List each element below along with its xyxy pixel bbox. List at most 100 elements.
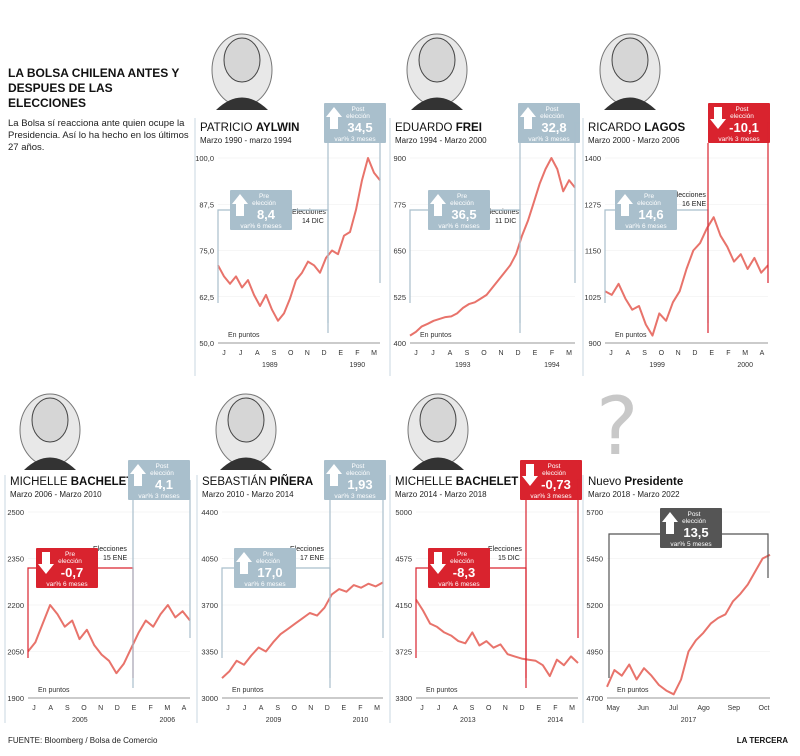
election-label: Elecciones xyxy=(292,209,326,216)
y-tick-label: 3300 xyxy=(395,694,412,703)
y-tick-label: 1275 xyxy=(584,200,601,209)
portrait-shoulders xyxy=(220,457,272,470)
post-box-top: Post xyxy=(351,106,364,113)
year-label: 2013 xyxy=(460,717,476,724)
x-tick-label: A xyxy=(259,705,264,712)
x-tick-label: O xyxy=(288,350,294,357)
x-tick-label: S xyxy=(642,350,647,357)
year-label: 1993 xyxy=(455,362,471,369)
pre-box-value: 14,6 xyxy=(638,207,663,222)
y-tick-label: 4400 xyxy=(201,508,218,517)
panel-term: Marzo 2010 - Marzo 2014 xyxy=(202,490,294,499)
y-tick-label: 87,5 xyxy=(199,200,214,209)
x-tick-label: M xyxy=(566,350,572,357)
post-box-top: Post xyxy=(735,106,748,113)
y-tick-label: 1025 xyxy=(584,293,601,302)
year-label: 2014 xyxy=(548,717,564,724)
y-tick-label: 2200 xyxy=(7,601,24,610)
panel-name: Nuevo Presidente xyxy=(588,476,683,488)
x-tick-label: J xyxy=(414,350,418,357)
pre-box-mid: elección xyxy=(256,558,280,565)
x-tick-label: J xyxy=(431,350,435,357)
x-tick-label: E xyxy=(533,350,538,357)
pre-box-value: 36,5 xyxy=(451,207,476,222)
y-tick-label: 900 xyxy=(588,339,601,348)
unit-label: En puntos xyxy=(617,687,649,694)
arrow-up-icon xyxy=(236,552,252,574)
y-tick-label: 4700 xyxy=(586,694,603,703)
portrait-face xyxy=(227,397,265,443)
y-tick-label: 5000 xyxy=(395,508,412,517)
pre-box-mid: elección xyxy=(637,200,661,207)
pre-box-top: Pre xyxy=(263,551,274,558)
election-date: 15 ENE xyxy=(103,555,127,562)
pre-box-var: var% 6 meses xyxy=(244,581,286,588)
panel-name: RICARDO LAGOS xyxy=(588,122,685,134)
pre-election-box xyxy=(615,190,677,230)
x-tick-label: N xyxy=(503,705,508,712)
x-tick-label: J xyxy=(32,705,36,712)
x-tick-label: S xyxy=(272,350,277,357)
arrow-up-icon xyxy=(232,194,248,216)
x-tick-label: E xyxy=(132,705,137,712)
x-tick-label: Ago xyxy=(697,705,710,712)
portrait-shoulders xyxy=(216,97,268,110)
post-election-box xyxy=(518,103,580,143)
x-tick-label: E xyxy=(709,350,714,357)
y-tick-label: 3725 xyxy=(395,648,412,657)
pre-box-mid: elección xyxy=(252,200,276,207)
post-election-box xyxy=(128,460,190,500)
post-box-mid: elección xyxy=(540,113,564,120)
panel-name: SEBASTIÁN PIÑERA xyxy=(202,475,313,488)
y-tick-label: 4150 xyxy=(395,601,412,610)
post-bracket xyxy=(329,479,386,688)
page-title: LA BOLSA CHILENA ANTES Y DESPUES DE LAS … xyxy=(8,66,180,110)
x-tick-label: Jul xyxy=(669,705,678,712)
election-label: Elecciones xyxy=(290,546,324,553)
post-box-mid: elección xyxy=(346,113,370,120)
panel-name: PATRICIO AYLWIN xyxy=(200,122,299,134)
series-line xyxy=(604,216,769,337)
panel-name: MICHELLE BACHELET xyxy=(10,476,133,488)
portrait-shoulders xyxy=(411,97,463,110)
year-label: 2009 xyxy=(266,717,282,724)
y-tick-label: 5450 xyxy=(586,555,603,564)
pre-box-var: var% 6 meses xyxy=(438,223,480,230)
x-tick-label: M xyxy=(371,350,377,357)
y-tick-label: 4050 xyxy=(201,555,218,564)
arrow-down-icon xyxy=(522,464,538,486)
panel-term: Marzo 1990 - marzo 1994 xyxy=(200,136,292,145)
x-tick-label: Jun xyxy=(638,705,649,712)
y-tick-label: 775 xyxy=(393,200,406,209)
post-bracket xyxy=(327,122,386,333)
pre-box-value: 17,0 xyxy=(257,565,282,580)
arrow-down-icon xyxy=(710,107,726,129)
panel-name: MICHELLE BACHELET xyxy=(395,476,518,488)
post-box-var: var% 3 meses xyxy=(528,136,570,143)
x-tick-label: May xyxy=(606,705,620,712)
pre-box-mid: elección xyxy=(450,200,474,207)
y-tick-label: 5200 xyxy=(586,601,603,610)
x-tick-label: O xyxy=(481,350,487,357)
x-tick-label: S xyxy=(65,705,70,712)
election-label: Elecciones xyxy=(93,546,127,553)
unit-label: En puntos xyxy=(426,687,458,694)
y-tick-label: 3000 xyxy=(201,694,218,703)
x-tick-label: D xyxy=(321,350,326,357)
election-label: Elecciones xyxy=(485,209,519,216)
post-bracket xyxy=(525,479,582,688)
y-tick-label: 4575 xyxy=(395,555,412,564)
post-bracket xyxy=(707,122,770,333)
x-tick-label: F xyxy=(550,350,554,357)
pre-box-top: Pre xyxy=(65,551,76,558)
arrow-up-icon xyxy=(130,464,146,486)
post-box-value: -0,73 xyxy=(541,477,571,492)
x-tick-label: A xyxy=(448,350,453,357)
x-tick-label: A xyxy=(625,350,630,357)
post-box-var: var% 3 meses xyxy=(530,493,572,500)
x-tick-label: M xyxy=(164,705,170,712)
pre-election-box xyxy=(428,190,490,230)
x-tick-label: S xyxy=(275,705,280,712)
x-tick-label: A xyxy=(182,705,187,712)
x-tick-label: S xyxy=(470,705,475,712)
